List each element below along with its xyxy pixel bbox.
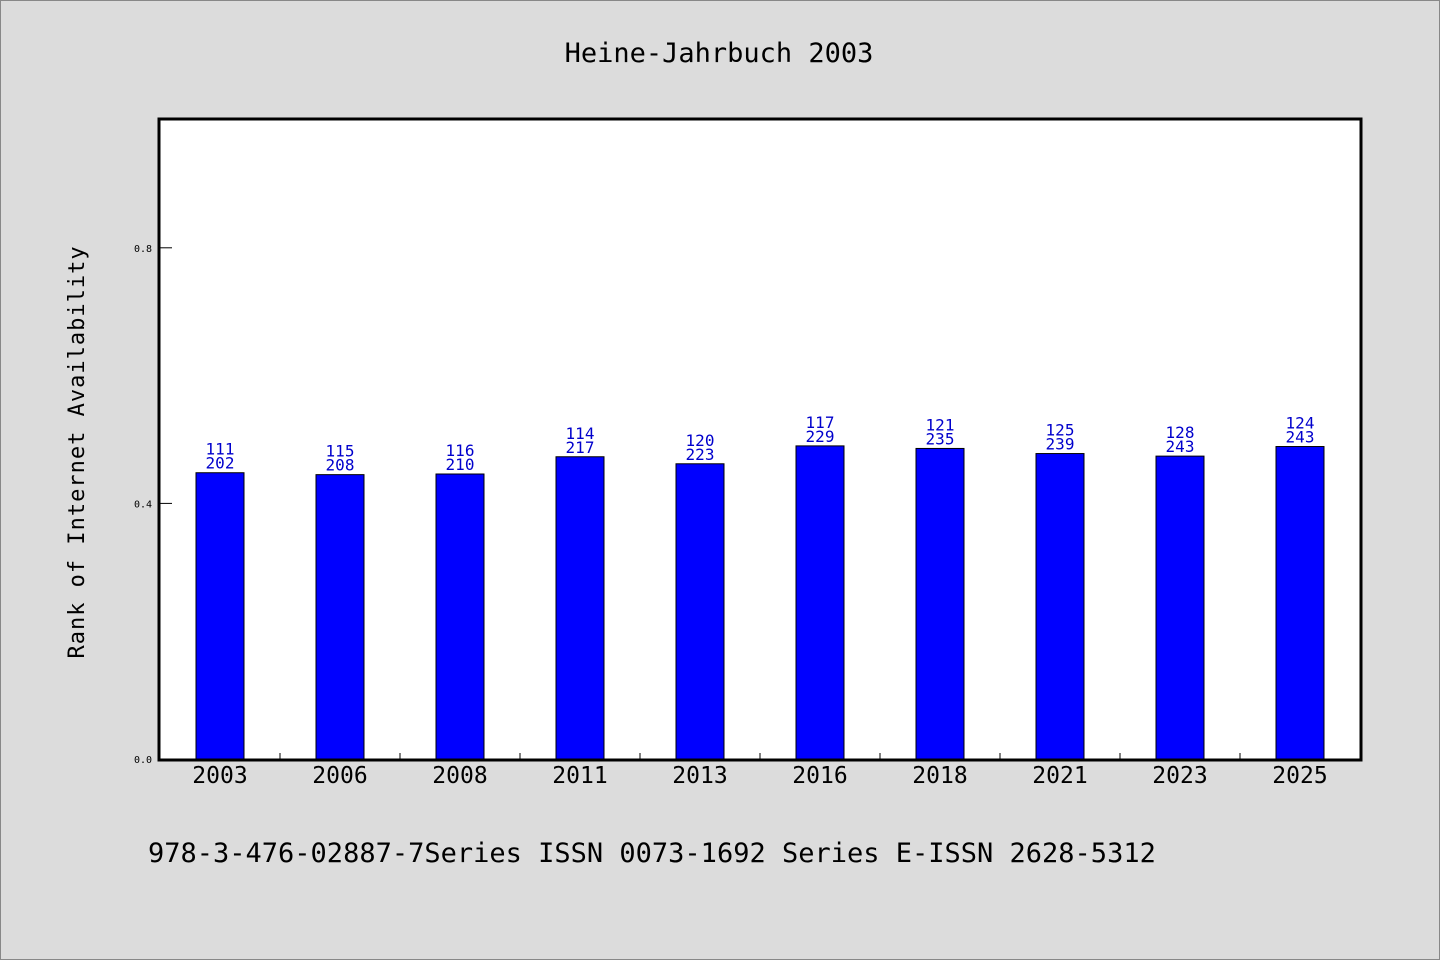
x-axis: 2003 2006 2008 2011 2013 2016 2018 2021 2023 2025 [192, 753, 1328, 789]
x-tick-label: 2013 [672, 763, 727, 789]
bar [1275, 446, 1325, 760]
x-tick-label: 2003 [192, 763, 247, 789]
bar-label-bottom: 243 [1166, 437, 1195, 456]
bar [915, 447, 965, 760]
bar-label-bottom: 235 [926, 429, 955, 448]
bar-label-top: 121 [926, 415, 955, 434]
bar [435, 473, 485, 760]
bar-label-top: 128 [1166, 423, 1195, 442]
bar [195, 472, 245, 760]
bar-label-top: 125 [1046, 421, 1075, 440]
bars [195, 445, 1325, 760]
x-tick-label: 2008 [432, 763, 487, 789]
bar-label-bottom: 208 [326, 456, 355, 475]
x-tick-label: 2018 [912, 763, 967, 789]
bar [555, 456, 605, 760]
y-tick-label: 0.0 [134, 755, 152, 766]
bar-label-bottom: 202 [206, 454, 235, 473]
bar-label-top: 117 [806, 413, 835, 432]
bar-label-top: 116 [446, 441, 475, 460]
x-tick-label: 2023 [1152, 763, 1207, 789]
bar-label-top: 115 [326, 442, 355, 461]
bar-label-bottom: 223 [686, 445, 715, 464]
footer-isbn-issn: 978-3-476-02887-7Series ISSN 0073-1692 S… [148, 838, 1156, 869]
bar-label-bottom: 229 [806, 427, 835, 446]
bar [1155, 455, 1205, 760]
y-axis: 0.0 0.4 0.8 [134, 244, 172, 766]
bar-label-top: 120 [686, 431, 715, 450]
bar [315, 474, 365, 760]
bar [795, 445, 845, 760]
bar-label-bottom: 210 [446, 455, 475, 474]
x-tick-label: 2011 [552, 763, 607, 789]
x-tick-label: 2025 [1272, 763, 1327, 789]
chart-title: Heine-Jahrbuch 2003 [565, 38, 874, 69]
bar-label-bottom: 243 [1286, 428, 1315, 447]
bar-label-bottom: 217 [566, 438, 595, 457]
bar-label-bottom: 239 [1046, 435, 1075, 454]
x-tick-label: 2006 [312, 763, 367, 789]
bar-label-top: 114 [566, 424, 595, 443]
bar-label-top: 111 [206, 440, 235, 459]
bar-label-top: 124 [1286, 414, 1315, 433]
y-tick-label: 0.4 [134, 499, 152, 510]
x-tick-label: 2016 [792, 763, 847, 789]
bar [1035, 453, 1085, 760]
y-axis-label: Rank of Internet Availability [65, 245, 90, 658]
bar [675, 463, 725, 760]
x-tick-label: 2021 [1032, 763, 1087, 789]
y-tick-label: 0.8 [134, 244, 152, 255]
